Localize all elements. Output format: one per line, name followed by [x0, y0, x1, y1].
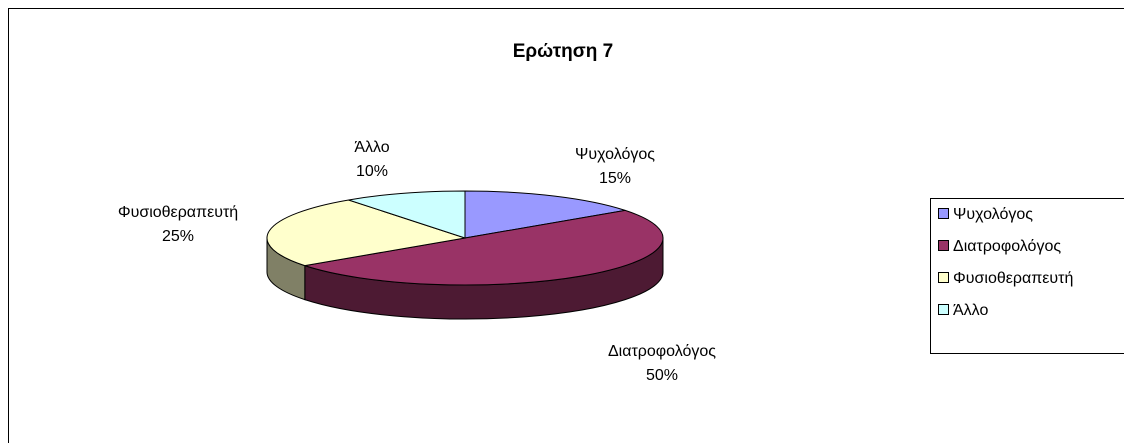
legend-swatch [938, 240, 949, 251]
data-label-value: 25% [162, 228, 194, 245]
legend-label: Διατροφολόγος [953, 238, 1061, 255]
data-label-name: Ψυχολόγος [575, 146, 655, 163]
data-label-name: Διατροφολόγος [608, 343, 716, 360]
legend-swatch [938, 208, 949, 219]
slice [348, 190, 466, 239]
slice [304, 209, 664, 286]
chart-title: Ερώτηση 7 [513, 41, 613, 62]
legend-swatch [938, 272, 949, 283]
data-label-value: 15% [599, 170, 631, 187]
data-label-name: Άλλο [354, 139, 389, 156]
legend-box [930, 198, 1124, 354]
slice [464, 190, 626, 239]
legend-label: Ψυχολόγος [953, 206, 1033, 223]
legend-label: Φυσιοθεραπευτή [953, 270, 1073, 287]
data-label-name: Φυσιοθεραπευτή [118, 204, 238, 221]
legend-swatch [938, 304, 949, 315]
legend-label: Άλλο [953, 302, 988, 319]
data-label-value: 50% [646, 367, 678, 384]
slice [266, 199, 466, 267]
data-label-value: 10% [356, 163, 388, 180]
